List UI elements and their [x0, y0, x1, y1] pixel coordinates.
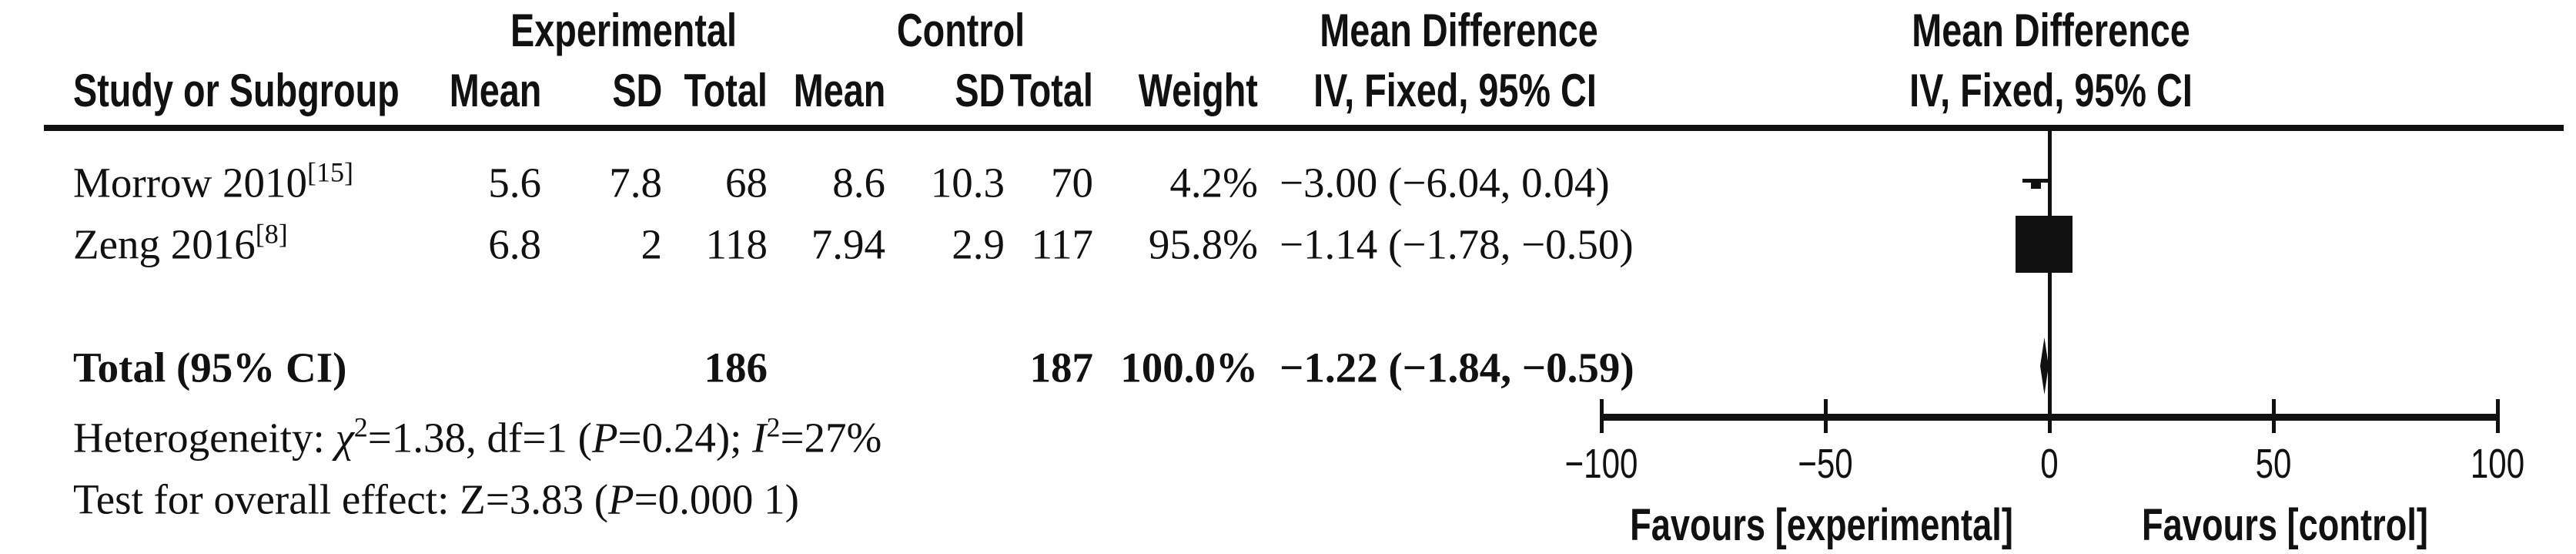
axis-tick-label: −100 [1564, 441, 1638, 487]
het-p-symbol: P [591, 414, 618, 462]
col-header-mean-ctl: Mean [793, 65, 885, 116]
heterogeneity-text: Heterogeneity: χ2=1.38, df=1 (P=0.24); I… [73, 414, 882, 462]
total-weight: 100.0% [1120, 344, 1258, 391]
total-label: Total (95% CI) [73, 344, 347, 391]
col-header-ci-right: IV, Fixed, 95% CI [1909, 65, 2193, 116]
col-header-mean-exp: Mean [449, 65, 541, 116]
cell-sd-exp: 2 [641, 220, 663, 268]
cell-mean-ctl: 7.94 [811, 220, 885, 268]
cell-ci-text: −3.00 (−6.04, 0.04) [1280, 159, 1610, 206]
cell-weight: 4.2% [1169, 159, 1258, 206]
effect-square-morrow [2031, 179, 2041, 189]
het-seg3: =27% [780, 414, 882, 462]
total-exp-n: 186 [704, 344, 768, 391]
zero-line [2048, 131, 2052, 418]
group-header-mean-difference-left: Mean Difference [1320, 5, 1598, 56]
favours-control-label: Favours [control] [2142, 500, 2428, 550]
het-prefix: Heterogeneity: [73, 414, 336, 462]
cell-sd-ctl: 2.9 [952, 220, 1005, 268]
het-seg2: =0.24); [617, 414, 753, 462]
col-header-study: Study or Subgroup [73, 65, 400, 116]
col-header-total-exp: Total [684, 65, 768, 116]
col-header-sd-exp: SD [611, 65, 662, 116]
study-ref: [15] [307, 156, 353, 188]
cell-total-exp: 68 [725, 159, 768, 206]
effect-square-zeng [2016, 216, 2073, 273]
overall-effect-text: Test for overall effect: Z=3.83 (P=0.000… [73, 478, 799, 521]
cell-mean-ctl: 8.6 [832, 159, 885, 206]
group-header-mean-difference-right: Mean Difference [1912, 5, 2190, 56]
test-p-symbol: P [608, 475, 634, 523]
study-name: Morrow 2010 [73, 159, 308, 206]
total-ctl-n: 187 [1029, 344, 1094, 391]
pooled-diamond [2040, 337, 2049, 395]
cell-total-ctl: 70 [1051, 159, 1093, 206]
het-chi-exponent: 2 [353, 411, 368, 443]
study-label: Morrow 2010[15] [73, 159, 353, 206]
test-seg1: =0.000 1) [634, 475, 799, 523]
het-i-exponent: 2 [766, 411, 781, 443]
test-seg0: Test for overall effect: Z=3.83 ( [73, 475, 609, 523]
axis-tick [2272, 399, 2276, 433]
col-header-ci-left: IV, Fixed, 95% CI [1313, 65, 1597, 116]
axis-tick [2048, 399, 2052, 433]
het-chi-symbol: χ [335, 414, 354, 462]
cell-mean-exp: 5.6 [488, 159, 541, 206]
group-header-control: Control [896, 5, 1025, 56]
cell-mean-exp: 6.8 [488, 220, 541, 268]
axis-tick-label: −50 [1798, 441, 1853, 487]
axis-tick [1824, 399, 1828, 433]
study-name: Zeng 2016 [73, 220, 256, 268]
axis-tick-label: 100 [2470, 441, 2525, 487]
col-header-weight: Weight [1138, 65, 1258, 116]
het-seg1: =1.38, df=1 ( [367, 414, 592, 462]
cell-total-exp: 118 [705, 220, 768, 268]
cell-ci-text: −1.14 (−1.78, −0.50) [1280, 220, 1634, 268]
study-ref: [8] [255, 218, 288, 250]
het-i-symbol: I [752, 414, 767, 462]
group-header-experimental: Experimental [510, 5, 737, 56]
header-rule [44, 125, 2564, 131]
col-header-sd-ctl: SD [954, 65, 1005, 116]
axis-tick [1600, 399, 1604, 433]
total-ci-text: −1.22 (−1.84, −0.59) [1280, 344, 1634, 391]
cell-weight: 95.8% [1148, 220, 1258, 268]
axis-tick [2496, 399, 2500, 433]
axis-tick-label: 0 [2040, 441, 2059, 487]
cell-sd-ctl: 10.3 [930, 159, 1005, 206]
study-label: Zeng 2016[8] [73, 220, 288, 268]
cell-total-ctl: 117 [1031, 220, 1093, 268]
axis-tick-label: 50 [2255, 441, 2292, 487]
favours-experimental-label: Favours [experimental] [1630, 500, 2013, 550]
cell-sd-exp: 7.8 [609, 159, 662, 206]
col-header-total-ctl: Total [1009, 65, 1093, 116]
